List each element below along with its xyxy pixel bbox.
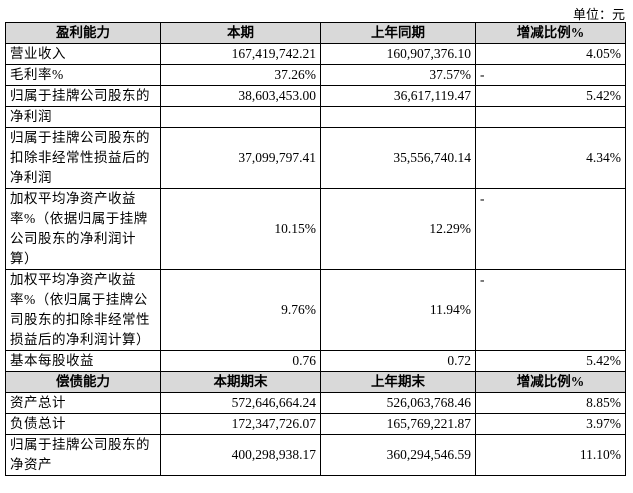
header-cell: 偿债能力 bbox=[5, 371, 161, 393]
header-cell: 上年期末 bbox=[320, 371, 476, 393]
value-cell: 160,907,376.10 bbox=[320, 43, 476, 65]
value-cell: 167,419,742.21 bbox=[160, 43, 321, 65]
unit-label: 单位：元 bbox=[572, 7, 625, 22]
value-cell: - bbox=[475, 188, 626, 270]
data-row: 归属于挂牌公司股东的扣除非经常性损益后的净利润 37,099,797.41 35,5… bbox=[5, 127, 626, 189]
value-cell: 4.34% bbox=[475, 127, 626, 189]
data-row: 负债总计 172,347,726.07 165,769,221.87 3.97% bbox=[5, 413, 626, 435]
financial-table: 盈利能力 本期 上年同期 增减比例% 营业收入 167,419,742.21 160,907… bbox=[5, 22, 626, 476]
header-cell: 本期期末 bbox=[160, 371, 321, 393]
value-cell: 36,617,119.47 bbox=[320, 85, 476, 107]
value-cell: 12.29% bbox=[320, 188, 476, 270]
value-cell: 11.10% bbox=[475, 434, 626, 476]
value-cell: 0.72 bbox=[320, 350, 476, 372]
value-cell: 0.76 bbox=[160, 350, 321, 372]
data-row: 营业收入 167,419,742.21 160,907,376.10 4.05% bbox=[5, 43, 626, 65]
value-cell: 3.97% bbox=[475, 413, 626, 435]
data-row: 归属于挂牌公司股东的净资产 400,298,938.17 360,294,546.5… bbox=[5, 434, 626, 476]
value-cell: 5.42% bbox=[475, 350, 626, 372]
value-cell: - bbox=[475, 269, 626, 351]
value-cell: 11.94% bbox=[320, 269, 476, 351]
value-cell bbox=[475, 106, 626, 128]
data-row: 加权平均净资产收益率%（依据归属于挂牌公司股东的净利润计算） 10.15% 12.2… bbox=[5, 188, 626, 270]
header-row: 偿债能力 本期期末 上年期末 增减比例% bbox=[5, 371, 626, 393]
row-label: 加权平均净资产收益率%（依据归属于挂牌公司股东的净利润计算） bbox=[5, 188, 161, 270]
value-cell bbox=[320, 106, 476, 128]
row-label: 加权平均净资产收益率%（依归属于挂牌公司股东的扣除非经常性损益后的净利润计算） bbox=[5, 269, 161, 351]
value-cell: 165,769,221.87 bbox=[320, 413, 476, 435]
value-cell bbox=[160, 106, 321, 128]
data-row: 归属于挂牌公司股东的 38,603,453.00 36,617,119.47 5.42… bbox=[5, 85, 626, 107]
value-cell: 572,646,664.24 bbox=[160, 392, 321, 414]
row-label: 资产总计 bbox=[5, 392, 161, 414]
header-cell: 增减比例% bbox=[475, 371, 626, 393]
value-cell: 9.76% bbox=[160, 269, 321, 351]
value-cell: 5.42% bbox=[475, 85, 626, 107]
header-row: 盈利能力 本期 上年同期 增减比例% bbox=[5, 22, 626, 44]
data-row: 资产总计 572,646,664.24 526,063,768.46 8.85% bbox=[5, 392, 626, 414]
data-row: 净利润 bbox=[5, 106, 626, 128]
row-label: 毛利率% bbox=[5, 64, 161, 86]
value-cell: 37,099,797.41 bbox=[160, 127, 321, 189]
row-label: 归属于挂牌公司股东的净资产 bbox=[5, 434, 161, 476]
row-label: 归属于挂牌公司股东的扣除非经常性损益后的净利润 bbox=[5, 127, 161, 189]
row-label: 净利润 bbox=[5, 106, 161, 128]
data-row: 加权平均净资产收益率%（依归属于挂牌公司股东的扣除非经常性损益后的净利润计算） 9… bbox=[5, 269, 626, 351]
value-cell: 172,347,726.07 bbox=[160, 413, 321, 435]
row-label: 归属于挂牌公司股东的 bbox=[5, 85, 161, 107]
value-cell: 8.85% bbox=[475, 392, 626, 414]
row-label: 营业收入 bbox=[5, 43, 161, 65]
value-cell: 360,294,546.59 bbox=[320, 434, 476, 476]
header-cell: 盈利能力 bbox=[5, 22, 161, 44]
value-cell: 10.15% bbox=[160, 188, 321, 270]
row-label: 基本每股收益 bbox=[5, 350, 161, 372]
value-cell: 37.57% bbox=[320, 64, 476, 86]
value-cell: 37.26% bbox=[160, 64, 321, 86]
row-label: 负债总计 bbox=[5, 413, 161, 435]
value-cell: 400,298,938.17 bbox=[160, 434, 321, 476]
header-cell: 上年同期 bbox=[320, 22, 476, 44]
value-cell: 38,603,453.00 bbox=[160, 85, 321, 107]
header-cell: 增减比例% bbox=[475, 22, 626, 44]
value-cell: 35,556,740.14 bbox=[320, 127, 476, 189]
value-cell: - bbox=[475, 64, 626, 86]
data-row: 毛利率% 37.26% 37.57% - bbox=[5, 64, 626, 86]
value-cell: 526,063,768.46 bbox=[320, 392, 476, 414]
data-row: 基本每股收益 0.76 0.72 5.42% bbox=[5, 350, 626, 372]
value-cell: 4.05% bbox=[475, 43, 626, 65]
header-cell: 本期 bbox=[160, 22, 321, 44]
